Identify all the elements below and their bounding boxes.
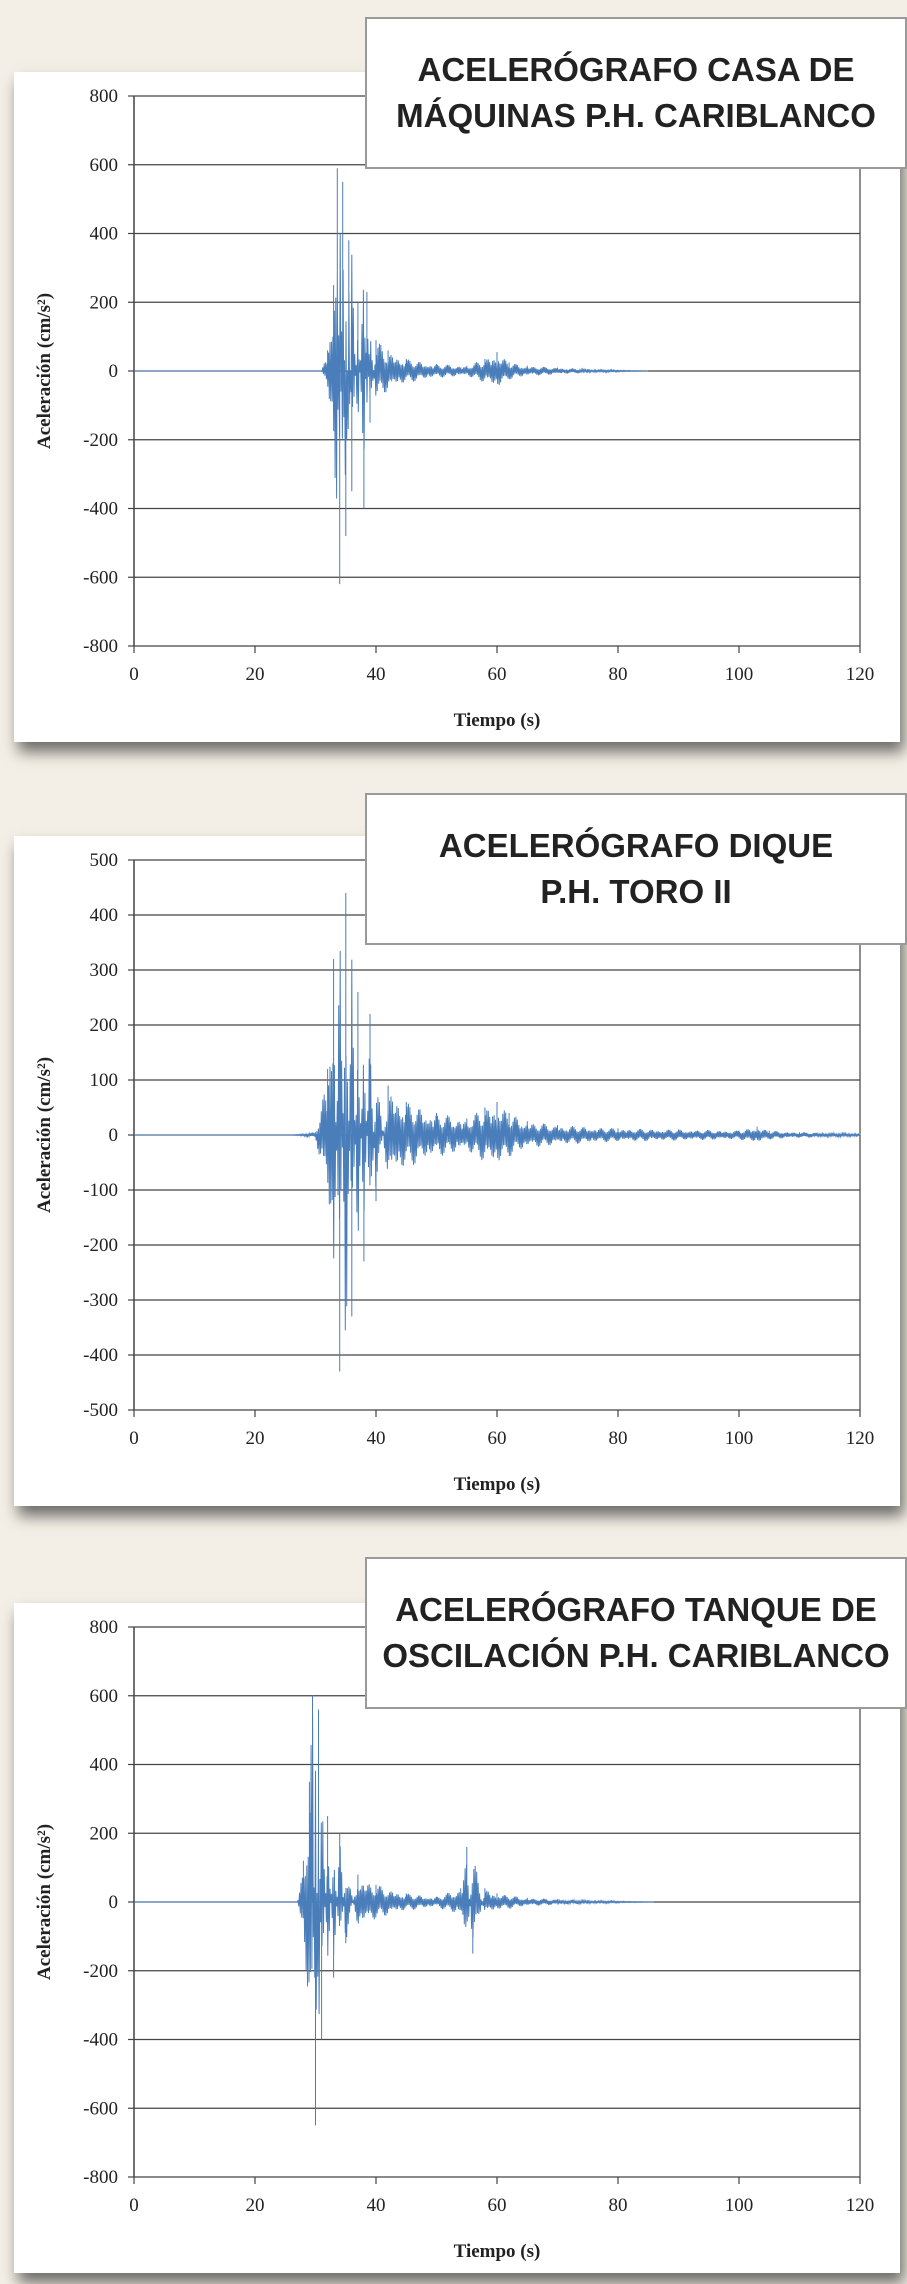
x-tick-label: 0 [129,2195,139,2216]
chart-panel-casa-maquinas: 800 600 400 200 0 -200 -400 -600 -800 0 20 40 60 80 10… [14,72,900,742]
y-axis-label: Aceleración (cm/s²) [34,293,55,449]
title-line-2: OSCILACIÓN P.H. CARIBLANCO [382,1637,890,1674]
x-axis-label: Tiempo (s) [454,1474,541,1495]
x-tick-label: 100 [725,2195,754,2216]
x-tick-label: 120 [846,1428,875,1449]
title-line-2: MÁQUINAS P.H. CARIBLANCO [396,97,876,134]
title-line-1: ACELERÓGRAFO DIQUE [438,827,834,864]
y-tick-label: 400 [90,224,119,245]
x-tick-label: 20 [246,1428,265,1449]
series-line [134,168,648,585]
title-line-1: ACELERÓGRAFO CASA DE [417,51,855,88]
y-tick-label: 200 [90,1015,119,1036]
y-tick-label: 200 [90,1823,119,1844]
y-tick-label: -400 [83,2030,118,2051]
series-line [134,893,861,1372]
title-line-2: P.H. TORO II [540,873,732,910]
series-line [134,1695,654,2126]
x-tick-label: 80 [609,664,628,685]
y-tick-label: 400 [90,905,119,926]
x-tick-label: 0 [129,664,139,685]
y-tick-label: 100 [90,1070,119,1091]
x-tick-label: 0 [129,1428,139,1449]
x-tick-label: 60 [488,2195,507,2216]
x-tick-label: 20 [246,2195,265,2216]
chart-casa-maquinas: 800 600 400 200 0 -200 -400 -600 -800 0 20 40 60 80 10… [34,86,875,731]
title-dique: ACELERÓGRAFO DIQUE P.H. TORO II [365,793,907,945]
y-tick-label: -100 [83,1180,118,1201]
y-tick-label: -800 [83,2167,118,2188]
y-axis-label: Aceleración (cm/s²) [34,1057,55,1213]
y-tick-label: 200 [90,292,119,313]
title-tanque: ACELERÓGRAFO TANQUE DE OSCILACIÓN P.H. C… [365,1557,907,1709]
x-tick-label: 120 [846,664,875,685]
title-casa-maquinas: ACELERÓGRAFO CASA DE MÁQUINAS P.H. CARIB… [365,17,907,169]
y-tick-label: 0 [109,361,119,382]
y-tick-label: -600 [83,2098,118,2119]
y-tick-label: 0 [109,1892,119,1913]
y-tick-label: -200 [83,1235,118,1256]
x-axis-label: Tiempo (s) [454,2241,541,2262]
x-tick-label: 100 [725,664,754,685]
y-tick-label: -200 [83,1961,118,1982]
y-tick-label: 800 [90,86,119,107]
y-tick-label: 400 [90,1755,119,1776]
x-tick-label: 120 [846,2195,875,2216]
x-tick-label: 80 [609,1428,628,1449]
y-tick-label: 600 [90,1686,119,1707]
x-axis-label: Tiempo (s) [454,710,541,731]
y-tick-label: 500 [90,850,119,871]
y-tick-label: -600 [83,567,118,588]
x-tick-label: 40 [367,2195,386,2216]
x-tick-label: 60 [488,664,507,685]
y-tick-label: 600 [90,155,119,176]
x-tick-label: 20 [246,664,265,685]
y-tick-label: -400 [83,1345,118,1366]
y-tick-label: 300 [90,960,119,981]
y-tick-label: -400 [83,499,118,520]
y-tick-label: -200 [83,430,118,451]
y-tick-label: -500 [83,1400,118,1421]
y-tick-label: 0 [109,1125,119,1146]
chart-tanque: 800 600 400 200 0 -200 -400 -600 -800 0 20 40 60 80 10… [34,1617,875,2262]
x-tick-label: 100 [725,1428,754,1449]
x-tick-label: 40 [367,1428,386,1449]
y-tick-label: -300 [83,1290,118,1311]
x-tick-label: 80 [609,2195,628,2216]
y-tick-label: -800 [83,636,118,657]
y-axis-label: Aceleración (cm/s²) [34,1824,55,1980]
x-tick-label: 60 [488,1428,507,1449]
title-line-1: ACELERÓGRAFO TANQUE DE [395,1591,877,1628]
chart-panel-tanque: 800 600 400 200 0 -200 -400 -600 -800 0 20 40 60 80 10… [14,1603,900,2273]
x-tick-label: 40 [367,664,386,685]
y-tick-label: 800 [90,1617,119,1638]
chart-panel-dique: 500 400 300 200 100 0 -100 -200 -300 -400 -500 0 20 4… [14,836,900,1506]
